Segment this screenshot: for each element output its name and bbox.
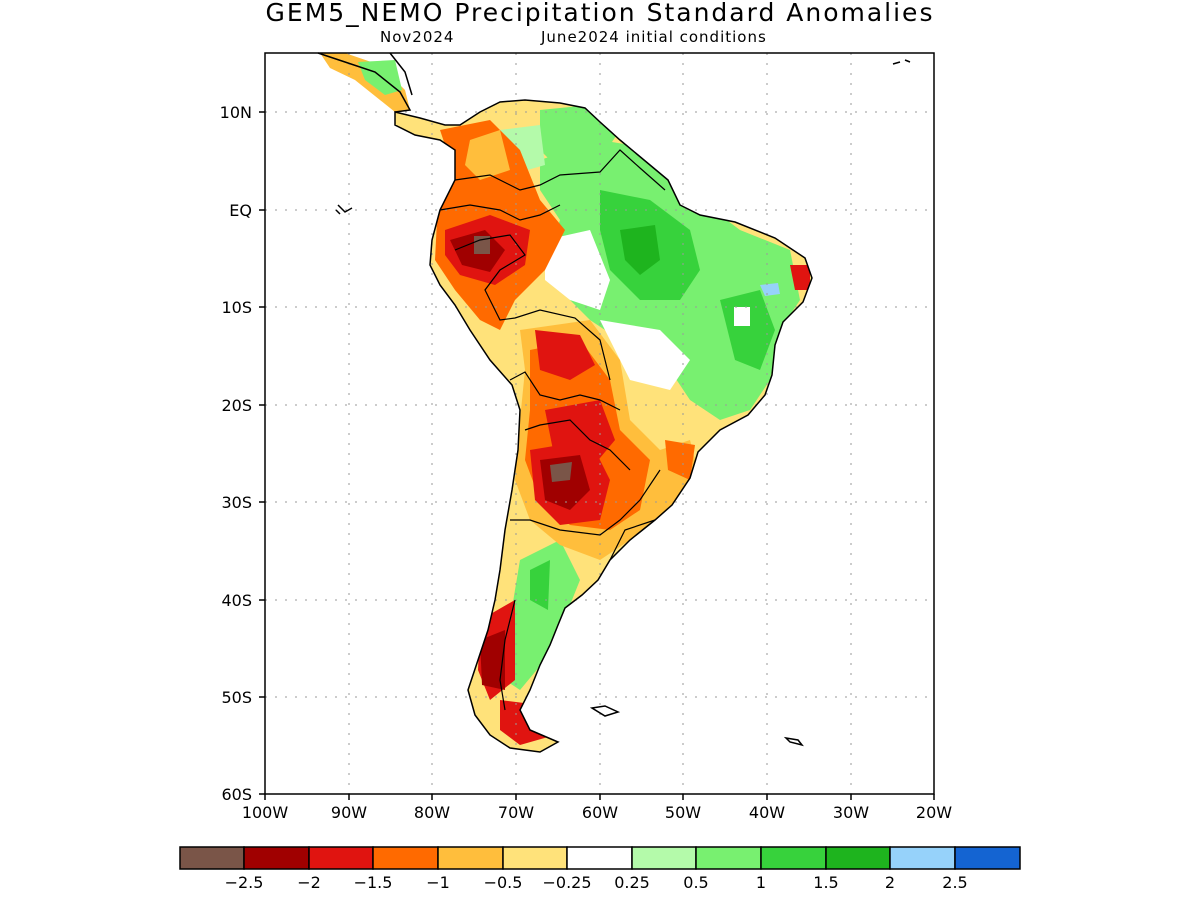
lon-label: 40W — [749, 803, 785, 822]
forecast-month: Nov2024 — [380, 28, 455, 46]
lat-label: 20S — [221, 396, 252, 415]
colorbar-swatch — [760, 846, 827, 870]
coastlines — [317, 52, 911, 753]
colorbar-label: −2 — [297, 873, 321, 892]
latitude-labels: 10N EQ 10S 20S 30S 40S 50S 60S — [220, 103, 252, 804]
lat-label: 10N — [220, 103, 252, 122]
lon-label: 100W — [242, 803, 289, 822]
lat-label: 50S — [221, 688, 252, 707]
lon-label: 20W — [916, 803, 952, 822]
colorbar-swatch — [502, 846, 568, 870]
colorbar-swatch — [889, 846, 956, 870]
country-borders — [439, 149, 666, 711]
colorbar-label: 1 — [756, 873, 766, 892]
colorbar-swatch — [631, 846, 697, 870]
lat-label: 60S — [221, 785, 252, 804]
colorbar-label: −1.5 — [354, 873, 393, 892]
colorbar-swatch — [243, 846, 310, 870]
anomaly-field — [395, 100, 812, 752]
colorbar-label: −0.5 — [484, 873, 523, 892]
axis-ticks — [259, 111, 935, 800]
lat-label: EQ — [229, 201, 252, 220]
colorbar-label: 0.25 — [614, 873, 650, 892]
colorbar-swatch — [308, 846, 374, 870]
colorbar-labels: −2.5 −2 −1.5 −1 −0.5 −0.25 0.25 0.5 1 1.… — [225, 873, 968, 892]
colorbar-swatch — [372, 846, 439, 870]
colorbar-swatch — [825, 846, 891, 870]
lon-label: 50W — [665, 803, 701, 822]
central-america-field — [320, 53, 410, 112]
colorbar-label: −0.25 — [542, 873, 591, 892]
colorbar-label: −1 — [426, 873, 450, 892]
longitude-labels: 100W 90W 80W 70W 60W 50W 40W 30W 20W — [242, 803, 952, 822]
colorbar-swatch — [695, 846, 762, 870]
colorbar-label: −2.5 — [225, 873, 264, 892]
map-title: GEM5_NEMO Precipitation Standard Anomali… — [265, 0, 935, 27]
colorbar-label: 0.5 — [683, 873, 708, 892]
colorbar-label: 2 — [885, 873, 895, 892]
map-gridlines — [265, 53, 934, 794]
colorbar-label: 2.5 — [942, 873, 967, 892]
lat-label: 10S — [221, 298, 252, 317]
lon-label: 30W — [833, 803, 869, 822]
lat-label: 30S — [221, 493, 252, 512]
colorbar-swatch — [437, 846, 504, 870]
colorbar — [179, 846, 1021, 870]
colorbar-swatch — [566, 846, 633, 870]
lon-label: 80W — [414, 803, 450, 822]
colorbar-swatch — [179, 846, 245, 870]
lon-label: 90W — [331, 803, 367, 822]
colorbar-label: 1.5 — [813, 873, 838, 892]
initial-conditions-label: June2024 initial conditions — [541, 28, 767, 46]
lat-label: 40S — [221, 591, 252, 610]
lon-label: 60W — [582, 803, 618, 822]
lon-label: 70W — [498, 803, 534, 822]
colorbar-swatch — [954, 846, 1021, 870]
